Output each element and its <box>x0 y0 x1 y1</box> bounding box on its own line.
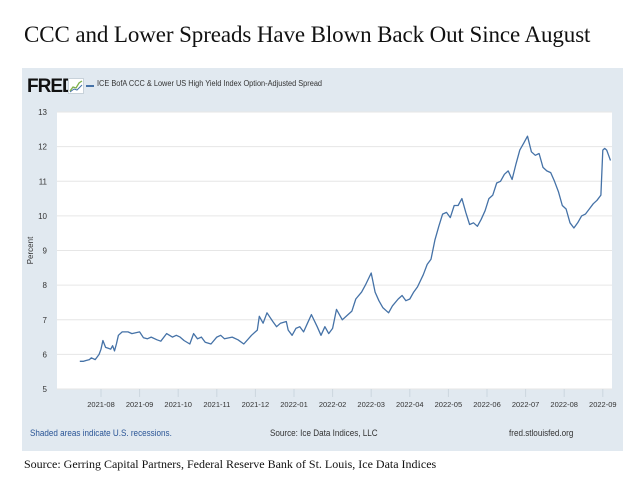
x-tick-label: 2021-11 <box>203 400 230 409</box>
y-axis-ticks: 5 6 7 8 9 10 11 12 13 <box>38 108 47 394</box>
legend-swatch <box>86 85 94 87</box>
gridlines <box>57 111 612 390</box>
y-tick-label: 11 <box>39 177 48 186</box>
y-axis-label: Percent <box>26 236 35 264</box>
y-tick-label: 6 <box>43 350 48 359</box>
y-tick-label: 13 <box>38 108 47 117</box>
recession-note: Shaded areas indicate U.S. recessions. <box>30 428 172 438</box>
x-tick-label: 2022-02 <box>319 400 347 409</box>
y-tick-label: 12 <box>38 143 47 152</box>
x-tick-label: 2022-06 <box>473 400 501 409</box>
x-tick-label: 2022-04 <box>396 400 424 409</box>
fred-logo[interactable]: FRED <box>27 76 76 97</box>
chart-line-icon <box>68 78 84 94</box>
x-tick-label: 2021-10 <box>164 400 192 409</box>
legend-label: ICE BofA CCC & Lower US High Yield Index… <box>97 79 323 88</box>
x-tick-label: 2022-01 <box>280 400 308 409</box>
fred-url[interactable]: fred.stlouisfed.org <box>509 428 574 438</box>
x-tick-label: 2022-03 <box>357 400 385 409</box>
source-caption: Source: Gerring Capital Partners, Federa… <box>24 457 437 471</box>
y-tick-label: 9 <box>43 247 48 256</box>
x-axis-ticks: 2021-08 2021-09 2021-10 2021-11 2021-12 2022-… <box>87 389 617 409</box>
x-tick-label: 2021-12 <box>242 400 270 409</box>
data-source: Source: Ice Data Indices, LLC <box>270 428 378 438</box>
x-tick-label: 2022-05 <box>435 400 463 409</box>
x-tick-label: 2022-08 <box>550 400 578 409</box>
series-line <box>79 135 612 362</box>
y-tick-label: 5 <box>43 385 48 394</box>
x-tick-label: 2021-08 <box>87 400 115 409</box>
y-tick-label: 10 <box>38 212 47 221</box>
x-tick-label: 2022-07 <box>512 400 540 409</box>
headline: CCC and Lower Spreads Have Blown Back Ou… <box>24 22 591 47</box>
y-tick-label: 7 <box>43 316 48 325</box>
x-tick-label: 2022-09 <box>589 400 617 409</box>
y-tick-label: 8 <box>43 281 48 290</box>
x-tick-label: 2021-09 <box>126 400 154 409</box>
